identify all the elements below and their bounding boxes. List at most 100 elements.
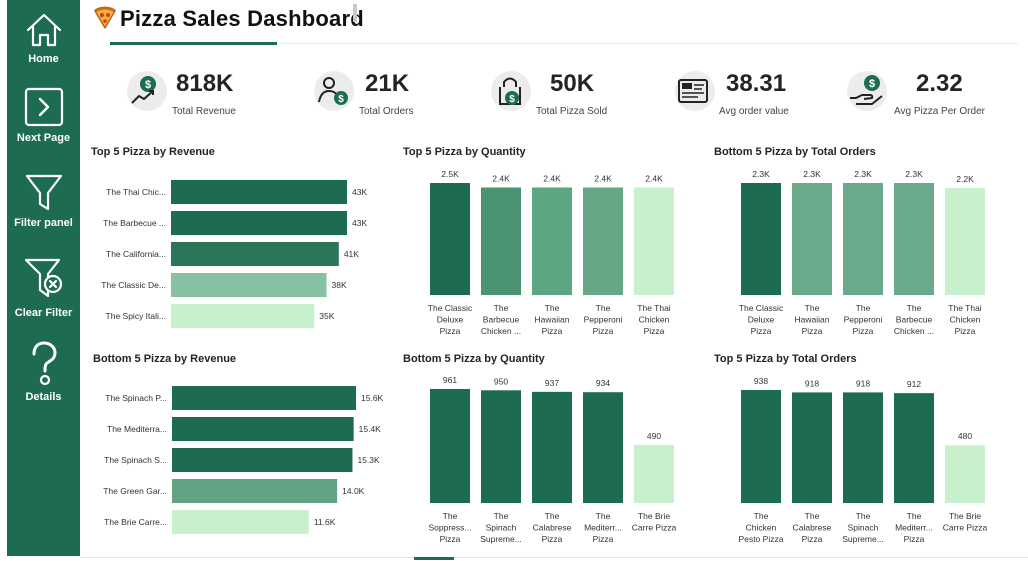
nav-home[interactable]: Home	[7, 10, 80, 65]
bar[interactable]	[172, 386, 356, 410]
category-label: The Spicy Itali...	[106, 311, 166, 321]
bar[interactable]	[481, 187, 521, 295]
data-label: 912	[907, 379, 921, 389]
chart-top5-quantity: 2.5K The Classic Deluxe Pizza 2.4K The Barbecu…	[428, 169, 674, 336]
page-scroll-indicator[interactable]	[414, 557, 454, 560]
bar[interactable]	[894, 183, 934, 295]
category-label: The Brie Carre Pizza	[943, 511, 988, 533]
kpi-total-revenue: $ 818K Total Revenue	[126, 64, 276, 124]
bar[interactable]	[583, 392, 623, 503]
category-label: The Barbecue ...	[103, 218, 166, 228]
category-label: The Mediterr... Pizza	[584, 511, 622, 544]
chart-bottom5-orders: 2.3K The Classic Deluxe Pizza 2.3K The Hawaiia…	[739, 169, 985, 336]
data-label: 43K	[352, 187, 367, 197]
category-label: The Classic Deluxe Pizza	[428, 303, 473, 336]
data-label: 15.4K	[359, 424, 382, 434]
bar[interactable]	[843, 183, 883, 295]
category-label: The Thai Chicken Pizza	[948, 303, 982, 336]
pizza-icon	[94, 6, 116, 29]
category-label: The Thai Chic...	[106, 187, 166, 197]
data-label: 2.3K	[803, 169, 821, 179]
data-label: 2.2K	[956, 174, 974, 184]
data-label: 14.0K	[342, 486, 365, 496]
category-label: The Spinach P...	[105, 393, 167, 403]
category-label: The Barbecue Chicken ...	[894, 303, 934, 336]
bar[interactable]	[634, 187, 674, 295]
kpi-value: 38.31	[726, 70, 787, 97]
category-label: The Classic De...	[101, 280, 166, 290]
category-label: The Hawaiian Pizza	[535, 303, 570, 336]
chart-title-bottom5-revenue: Bottom 5 Pizza by Revenue	[93, 353, 237, 365]
category-label: The Pepperoni Pizza	[844, 303, 883, 336]
bar[interactable]	[171, 304, 315, 328]
bar[interactable]	[171, 211, 347, 235]
category-label: The Brie Carre Pizza	[632, 511, 677, 533]
data-label: 934	[596, 378, 610, 388]
avg-pizza-icon: $	[847, 71, 887, 111]
bar[interactable]	[741, 390, 781, 503]
data-label: 2.3K	[905, 169, 923, 179]
bar[interactable]	[532, 391, 572, 503]
bar[interactable]	[171, 273, 327, 297]
svg-text:$: $	[338, 94, 344, 105]
kpi-total-pizza-sold: $ 50K Total Pizza Sold	[490, 64, 630, 124]
bar[interactable]	[172, 417, 354, 441]
category-label: The Pepperoni Pizza	[584, 303, 623, 336]
nav-clear-filter-label: Clear Filter	[14, 307, 73, 319]
data-label: 950	[494, 376, 508, 386]
bar[interactable]	[583, 187, 623, 295]
bar[interactable]	[843, 392, 883, 503]
nav-next-page[interactable]: Next Page	[7, 87, 80, 144]
home-icon	[26, 13, 61, 47]
data-label: 15.6K	[361, 393, 384, 403]
bar[interactable]	[532, 187, 572, 295]
filter-icon	[25, 174, 62, 211]
data-label: 490	[647, 431, 661, 441]
bar[interactable]	[792, 183, 832, 295]
bar[interactable]	[172, 448, 353, 472]
nav-clear-filter[interactable]: Clear Filter	[7, 256, 80, 319]
nav-filter-panel[interactable]: Filter panel	[7, 172, 80, 229]
data-label: 2.3K	[854, 169, 872, 179]
bar[interactable]	[741, 183, 781, 295]
page-bottom-divider	[80, 557, 1028, 558]
bar[interactable]	[634, 444, 674, 503]
chart-top5-revenue: The Thai Chic... 43K The Barbecue ... 43K Th…	[101, 180, 367, 328]
nav-next-page-label: Next Page	[16, 132, 71, 144]
category-label: The Calabrese Pizza	[533, 511, 572, 544]
bar[interactable]	[945, 187, 985, 295]
kpi-total-orders: $ 21K Total Orders	[313, 64, 443, 124]
nav-details[interactable]: Details	[7, 340, 80, 403]
bar[interactable]	[945, 445, 985, 503]
bar[interactable]	[481, 390, 521, 503]
data-label: 2.4K	[594, 173, 612, 183]
data-label: 2.4K	[492, 173, 510, 183]
kpi-value: 21K	[365, 70, 410, 97]
category-label: The Classic Deluxe Pizza	[739, 303, 784, 336]
bar[interactable]	[172, 479, 338, 503]
bar[interactable]	[172, 510, 309, 534]
bar[interactable]	[171, 180, 347, 204]
pizza-sold-icon: $	[491, 71, 531, 111]
bar[interactable]	[894, 393, 934, 503]
bar[interactable]	[430, 389, 470, 503]
category-label: The Soppress... Pizza	[429, 511, 472, 544]
bar[interactable]	[171, 242, 339, 266]
orders-icon: $	[314, 71, 354, 111]
next-page-icon	[24, 87, 63, 127]
chart-top5-orders: 938 The Chicken Pesto Pizza 918 The Calabrese P…	[739, 376, 988, 544]
bar[interactable]	[792, 392, 832, 503]
data-label: 41K	[344, 249, 359, 259]
chart-title-top5-revenue: Top 5 Pizza by Revenue	[91, 146, 215, 158]
data-label: 938	[754, 376, 768, 386]
kpi-label: Avg order value	[719, 106, 789, 117]
bar[interactable]	[430, 183, 470, 295]
data-label: 35K	[319, 311, 334, 321]
category-label: The California...	[106, 249, 166, 259]
page-title: Pizza Sales Dashboard	[120, 6, 364, 31]
data-label: 43K	[352, 218, 367, 228]
svg-text:$: $	[869, 78, 875, 90]
title-underline	[110, 42, 277, 45]
svg-text:$: $	[509, 94, 515, 105]
chart-title-bottom5-orders: Bottom 5 Pizza by Total Orders	[714, 146, 876, 158]
